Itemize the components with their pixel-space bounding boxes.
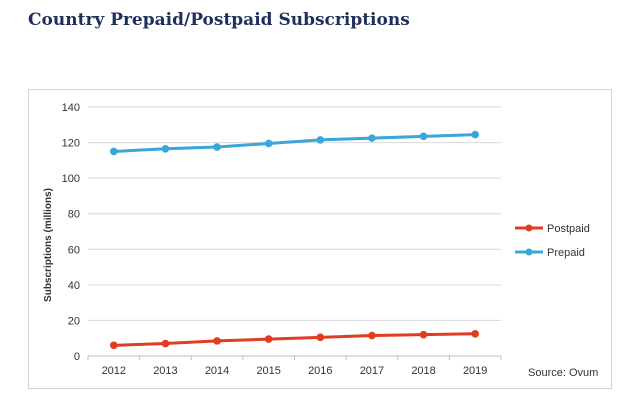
y-axis: 0 20 40 60 80 100 120 140 — [62, 102, 80, 363]
x-tick-label-2019: 2019 — [463, 365, 487, 377]
data-point-prepaid-2018 — [419, 132, 428, 141]
data-point-prepaid-2014 — [213, 143, 221, 151]
y-tick-label-120: 120 — [62, 138, 80, 150]
source-note: Source: Ovum — [528, 367, 598, 379]
data-point-postpaid-2018 — [419, 330, 428, 339]
x-tick-label-2012: 2012 — [102, 365, 126, 377]
y-tick-label-60: 60 — [68, 244, 80, 256]
data-point-prepaid-2013 — [161, 144, 170, 153]
data-point-postpaid-2013 — [161, 339, 170, 348]
x-tick-label-2017: 2017 — [360, 365, 384, 377]
data-point-postpaid-2014 — [213, 337, 221, 345]
page-title: Country Prepaid/Postpaid Subscriptions — [28, 10, 410, 30]
data-point-prepaid-2016 — [316, 136, 325, 144]
data-point-postpaid-2016 — [316, 333, 325, 342]
y-tick-label-80: 80 — [68, 209, 80, 221]
legend-marker-prepaid — [525, 248, 533, 256]
y-axis-title: Subscriptions (millions) — [43, 188, 54, 302]
data-point-postpaid-2012 — [110, 341, 118, 350]
y-tick-label-140: 140 — [62, 102, 80, 114]
legend-label-prepaid: Prepaid — [547, 247, 585, 259]
x-tick-label-2016: 2016 — [308, 365, 332, 377]
series-line-postpaid — [112, 332, 477, 347]
legend: Postpaid Prepaid — [515, 223, 590, 259]
legend-marker-postpaid — [525, 224, 533, 232]
y-tick-label-100: 100 — [62, 173, 80, 185]
data-point-prepaid-2017 — [368, 134, 376, 142]
data-point-postpaid-2017 — [368, 331, 376, 340]
data-point-postpaid-2019 — [471, 329, 479, 338]
legend-label-postpaid: Postpaid — [547, 223, 590, 235]
data-point-prepaid-2019 — [471, 130, 479, 139]
x-tick-label-2015: 2015 — [256, 365, 280, 377]
gridlines — [88, 106, 501, 357]
x-tick-label-2013: 2013 — [153, 365, 177, 377]
y-tick-label-40: 40 — [68, 280, 80, 292]
data-point-postpaid-2015 — [264, 335, 273, 343]
x-tick-label-2018: 2018 — [411, 365, 435, 377]
x-axis: 2012 2013 2014 2015 2016 2017 2018 2019 — [87, 356, 502, 377]
y-tick-label-20: 20 — [68, 315, 80, 327]
data-point-prepaid-2012 — [110, 147, 118, 156]
data-point-prepaid-2015 — [264, 139, 273, 148]
x-tick-label-2014: 2014 — [205, 365, 229, 377]
y-tick-label-0: 0 — [74, 351, 80, 363]
chart-frame: 0 20 40 60 80 100 120 140 2012 2013 2014 2015 2016 2… — [28, 89, 612, 389]
series-line-prepaid — [112, 133, 477, 153]
series-layer — [110, 130, 479, 350]
